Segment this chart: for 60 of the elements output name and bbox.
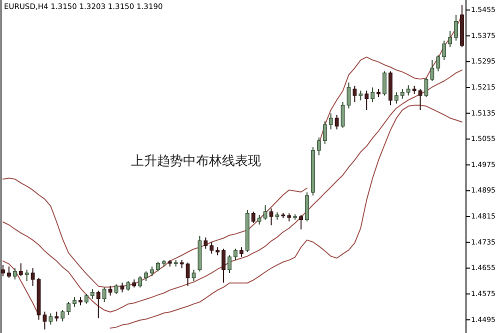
candlestick	[30, 268, 35, 286]
candlestick	[72, 296, 76, 308]
candlestick	[60, 310, 65, 322]
candlestick	[418, 88, 422, 111]
candlestick	[102, 287, 106, 303]
candlestick	[7, 266, 11, 278]
candlestick	[263, 204, 268, 220]
candlestick	[424, 77, 428, 98]
line-series	[2, 70, 462, 313]
candlestick	[150, 266, 154, 277]
candlestick	[1, 264, 5, 277]
candlestick	[406, 84, 410, 96]
candlestick	[240, 246, 244, 258]
candlestick	[358, 90, 363, 101]
candlestick	[346, 82, 351, 109]
candlestick	[400, 88, 404, 100]
candlestick	[156, 261, 160, 272]
candlestick	[454, 14, 458, 42]
candlestick	[24, 269, 29, 282]
candlestick	[251, 211, 256, 224]
candlestick	[144, 270, 148, 282]
candlestick	[370, 86, 375, 102]
candlestick	[448, 30, 452, 48]
candlestick	[210, 242, 214, 254]
candlestick	[96, 290, 100, 319]
candlestick	[322, 120, 327, 144]
candlestick	[48, 312, 53, 326]
candlestick	[138, 276, 142, 288]
candlestick	[328, 112, 333, 130]
candlestick	[120, 282, 124, 293]
candlestick	[84, 293, 88, 304]
candlestick	[299, 214, 303, 230]
candlestick	[66, 302, 71, 316]
candlestick	[90, 288, 94, 300]
candlestick	[126, 280, 130, 292]
candlestick	[204, 236, 208, 250]
candlestick	[340, 101, 345, 128]
candlestick	[186, 262, 190, 286]
candlestick	[42, 311, 47, 330]
candlestick	[269, 208, 274, 226]
candlestick	[257, 214, 262, 226]
candlestick	[192, 269, 196, 282]
candlestick	[334, 114, 339, 130]
candlestick	[18, 262, 23, 277]
candlestick	[430, 60, 434, 82]
candlestick	[382, 70, 386, 96]
candlestick	[228, 254, 232, 274]
candlestick	[222, 248, 226, 284]
candlestick	[234, 248, 238, 261]
candlestick	[436, 54, 440, 72]
candlestick	[54, 311, 59, 322]
candlestick	[364, 90, 369, 111]
candlestick	[114, 284, 118, 294]
candlestick	[394, 92, 398, 104]
candlestick	[352, 85, 357, 102]
candlestick	[442, 40, 446, 61]
annotation: 上升趋势中布林线表现	[131, 154, 261, 169]
candlestick	[316, 136, 321, 156]
candlestick	[12, 268, 17, 280]
candlestick	[108, 285, 112, 296]
